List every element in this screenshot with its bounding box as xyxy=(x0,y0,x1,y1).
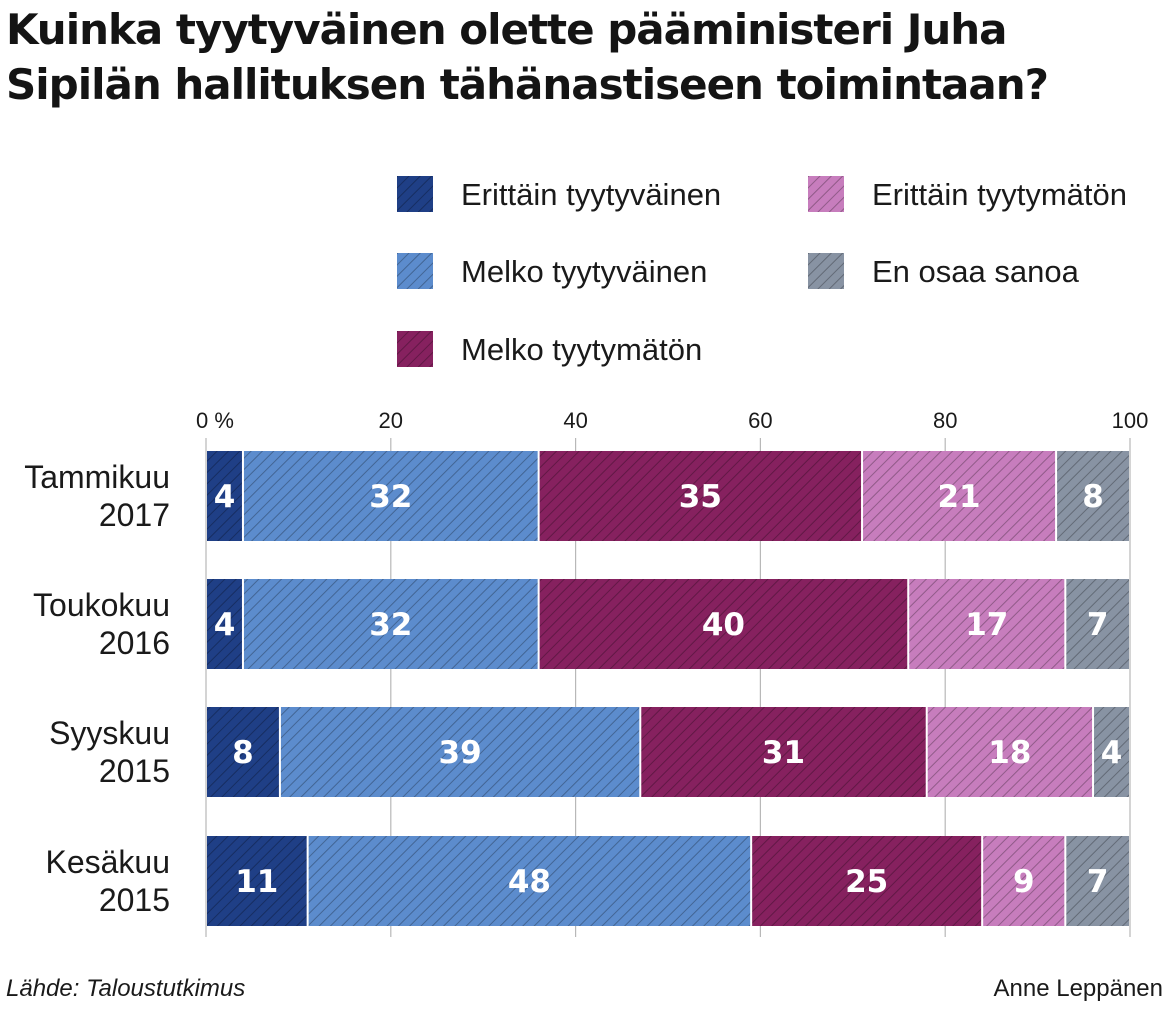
bar-tammikuu-2017-en-osaa-sanoa xyxy=(1057,451,1129,541)
category-label-tammikuu-2017: Tammikuu 2017 xyxy=(24,459,170,533)
data-label-tammikuu-2017-melko-tyytyvainen: 32 xyxy=(369,479,412,515)
category-label-toukokuu-2016: Toukokuu 2016 xyxy=(33,587,170,661)
bar-syyskuu-2015-melko-tyytymaton xyxy=(641,707,926,797)
x-tick-label-100: 100 xyxy=(1112,408,1149,433)
category-label-syyskuu-2015: Syyskuu 2015 xyxy=(49,715,170,789)
bar-tammikuu-2017-melko-tyytymaton xyxy=(539,451,862,541)
author-credit: Anne Leppänen xyxy=(993,975,1164,1002)
legend-label-melko-tyytyvainen: Melko tyytyväinen xyxy=(461,254,708,289)
x-tick-label-80: 80 xyxy=(933,408,957,433)
legend-swatch-fill xyxy=(397,331,433,367)
legend-swatch-fill xyxy=(397,176,433,212)
chart-title-line-1: Kuinka tyytyväinen olette pääministeri J… xyxy=(6,5,1007,54)
data-label-tammikuu-2017-erittain-tyytymaton: 21 xyxy=(937,479,980,515)
category-label-kesakuu-2015: Kesäkuu 2015 xyxy=(45,844,170,918)
x-tick-label-40: 40 xyxy=(563,408,587,433)
data-label-toukokuu-2016-melko-tyytyvainen: 32 xyxy=(369,607,412,643)
chart-title: Kuinka tyytyväinen olette pääministeri J… xyxy=(6,2,1156,112)
legend-swatch-en-osaa-sanoa xyxy=(808,253,844,289)
bar-kesakuu-2015-erittain-tyytyvainen xyxy=(207,836,307,926)
legend-swatch-fill xyxy=(808,253,844,289)
x-axis-ticks: 0 % 20 40 60 80 100 xyxy=(196,408,1148,433)
bar-syyskuu-2015-en-osaa-sanoa xyxy=(1094,707,1129,797)
legend-label-erittain-tyytymaton: Erittäin tyytymätön xyxy=(872,177,1127,212)
data-label-tammikuu-2017-erittain-tyytyvainen: 4 xyxy=(214,479,236,515)
bar-toukokuu-2016-en-osaa-sanoa xyxy=(1066,579,1129,669)
x-tick-label-60: 60 xyxy=(748,408,772,433)
legend-label-melko-tyytymaton: Melko tyytymätön xyxy=(461,332,703,367)
data-label-kesakuu-2015-en-osaa-sanoa: 7 xyxy=(1087,864,1109,900)
data-label-tammikuu-2017-en-osaa-sanoa: 8 xyxy=(1082,479,1104,515)
legend-swatch-melko-tyytyvainen xyxy=(397,253,433,289)
data-label-syyskuu-2015-en-osaa-sanoa: 4 xyxy=(1101,735,1123,771)
data-label-toukokuu-2016-erittain-tyytymaton: 17 xyxy=(965,607,1008,643)
legend-swatch-erittain-tyytyvainen xyxy=(397,176,433,212)
x-tick-label-0: 0 % xyxy=(196,408,234,433)
data-label-toukokuu-2016-en-osaa-sanoa: 7 xyxy=(1087,607,1109,643)
legend-label-erittain-tyytyvainen: Erittäin tyytyväinen xyxy=(461,177,722,212)
legend-label-en-osaa-sanoa: En osaa sanoa xyxy=(872,254,1079,289)
legend-swatch-fill xyxy=(808,176,844,212)
bar-syyskuu-2015-melko-tyytyvainen xyxy=(280,707,640,797)
data-label-kesakuu-2015-erittain-tyytyvainen: 11 xyxy=(235,864,278,900)
chart-title-line-2: Sipilän hallituksen tähänastiseen toimin… xyxy=(6,60,1049,109)
data-label-kesakuu-2015-melko-tyytymaton: 25 xyxy=(845,864,888,900)
data-label-kesakuu-2015-melko-tyytyvainen: 48 xyxy=(508,864,551,900)
data-label-syyskuu-2015-melko-tyytymaton: 31 xyxy=(762,735,805,771)
bar-kesakuu-2015-melko-tyytyvainen xyxy=(308,836,751,926)
bar-kesakuu-2015-en-osaa-sanoa xyxy=(1066,836,1129,926)
bar-toukokuu-2016-erittain-tyytyvainen xyxy=(207,579,242,669)
category-labels: Tammikuu 2017 Toukokuu 2016 Syyskuu 2015 Kesäk… xyxy=(24,459,170,918)
data-label-toukokuu-2016-melko-tyytymaton: 40 xyxy=(702,607,745,643)
legend-swatch-fill xyxy=(397,253,433,289)
bar-tammikuu-2017-melko-tyytyvainen xyxy=(243,451,538,541)
bar-toukokuu-2016-melko-tyytyvainen xyxy=(243,579,538,669)
bars: 4 32 35 21 8 4 32 40 17 7 8 39 31 18 4 11 48 25 9 7 xyxy=(207,451,1129,926)
bar-kesakuu-2015-melko-tyytymaton xyxy=(752,836,982,926)
data-label-kesakuu-2015-erittain-tyytymaton: 9 xyxy=(1013,864,1035,900)
data-label-syyskuu-2015-erittain-tyytyvainen: 8 xyxy=(232,735,254,771)
bar-toukokuu-2016-melko-tyytymaton xyxy=(539,579,908,669)
bar-tammikuu-2017-erittain-tyytymaton xyxy=(863,451,1056,541)
legend-swatch-melko-tyytymaton xyxy=(397,331,433,367)
bar-toukokuu-2016-erittain-tyytymaton xyxy=(909,579,1065,669)
bar-kesakuu-2015-erittain-tyytymaton xyxy=(983,836,1065,926)
legend-swatch-erittain-tyytymaton xyxy=(808,176,844,212)
data-label-tammikuu-2017-melko-tyytymaton: 35 xyxy=(679,479,722,515)
x-tick-label-20: 20 xyxy=(379,408,403,433)
source-note: Lähde: Taloustutkimus xyxy=(6,975,246,1002)
data-label-syyskuu-2015-erittain-tyytymaton: 18 xyxy=(988,735,1031,771)
data-label-syyskuu-2015-melko-tyytyvainen: 39 xyxy=(439,735,482,771)
bar-tammikuu-2017-erittain-tyytyvainen xyxy=(207,451,242,541)
data-label-toukokuu-2016-erittain-tyytyvainen: 4 xyxy=(214,607,236,643)
bar-syyskuu-2015-erittain-tyytymaton xyxy=(927,707,1093,797)
bar-syyskuu-2015-erittain-tyytyvainen xyxy=(207,707,279,797)
